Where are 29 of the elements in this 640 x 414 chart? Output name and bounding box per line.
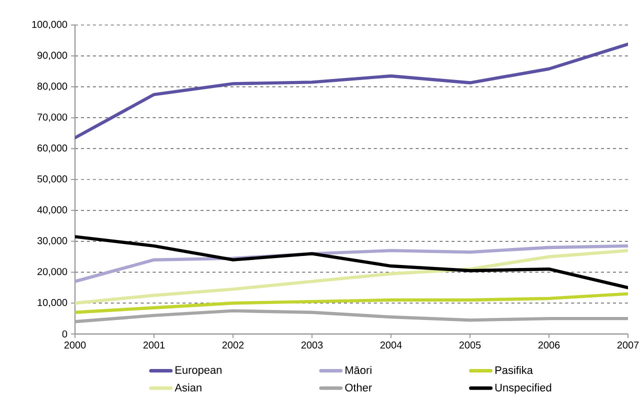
legend-label: Asian: [174, 383, 202, 392]
y-tick-label: 50,000: [37, 175, 68, 184]
line-series: [75, 248, 628, 305]
y-tick-label: 80,000: [37, 82, 68, 91]
y-tick-label: 90,000: [37, 52, 68, 60]
legend-label: Other: [345, 383, 372, 392]
x-tick-label: 2002: [222, 342, 244, 349]
x-tick-label: 2001: [143, 342, 165, 349]
y-tick-label: 60,000: [38, 144, 68, 153]
legend-label: Pasifika: [495, 366, 533, 374]
legend-label: Unspecified: [495, 383, 552, 394]
y-tick-label: 40,000: [37, 206, 68, 215]
line-series: [75, 235, 628, 290]
x-tick-label: 2004: [380, 342, 402, 349]
y-tick-label: 20,000: [38, 268, 68, 276]
x-tick-label: 2006: [538, 342, 560, 349]
y-tick-label: 70,000: [38, 114, 68, 122]
y-tick-label: 10,000: [38, 298, 68, 308]
y-tick-label: 30,000: [37, 237, 68, 246]
line-series: [75, 42, 628, 140]
y-tick-label: 100,000: [32, 20, 68, 30]
x-tick-label: 2003: [301, 342, 323, 349]
y-tick-label: 0: [62, 330, 68, 338]
x-tick-label: 2007: [617, 342, 639, 349]
legend-label: Māori: [346, 366, 372, 374]
x-tick-label: 2005: [459, 342, 481, 349]
line-series: [75, 309, 628, 324]
legend-label: European: [176, 366, 222, 376]
x-tick-label: 2000: [64, 342, 86, 349]
